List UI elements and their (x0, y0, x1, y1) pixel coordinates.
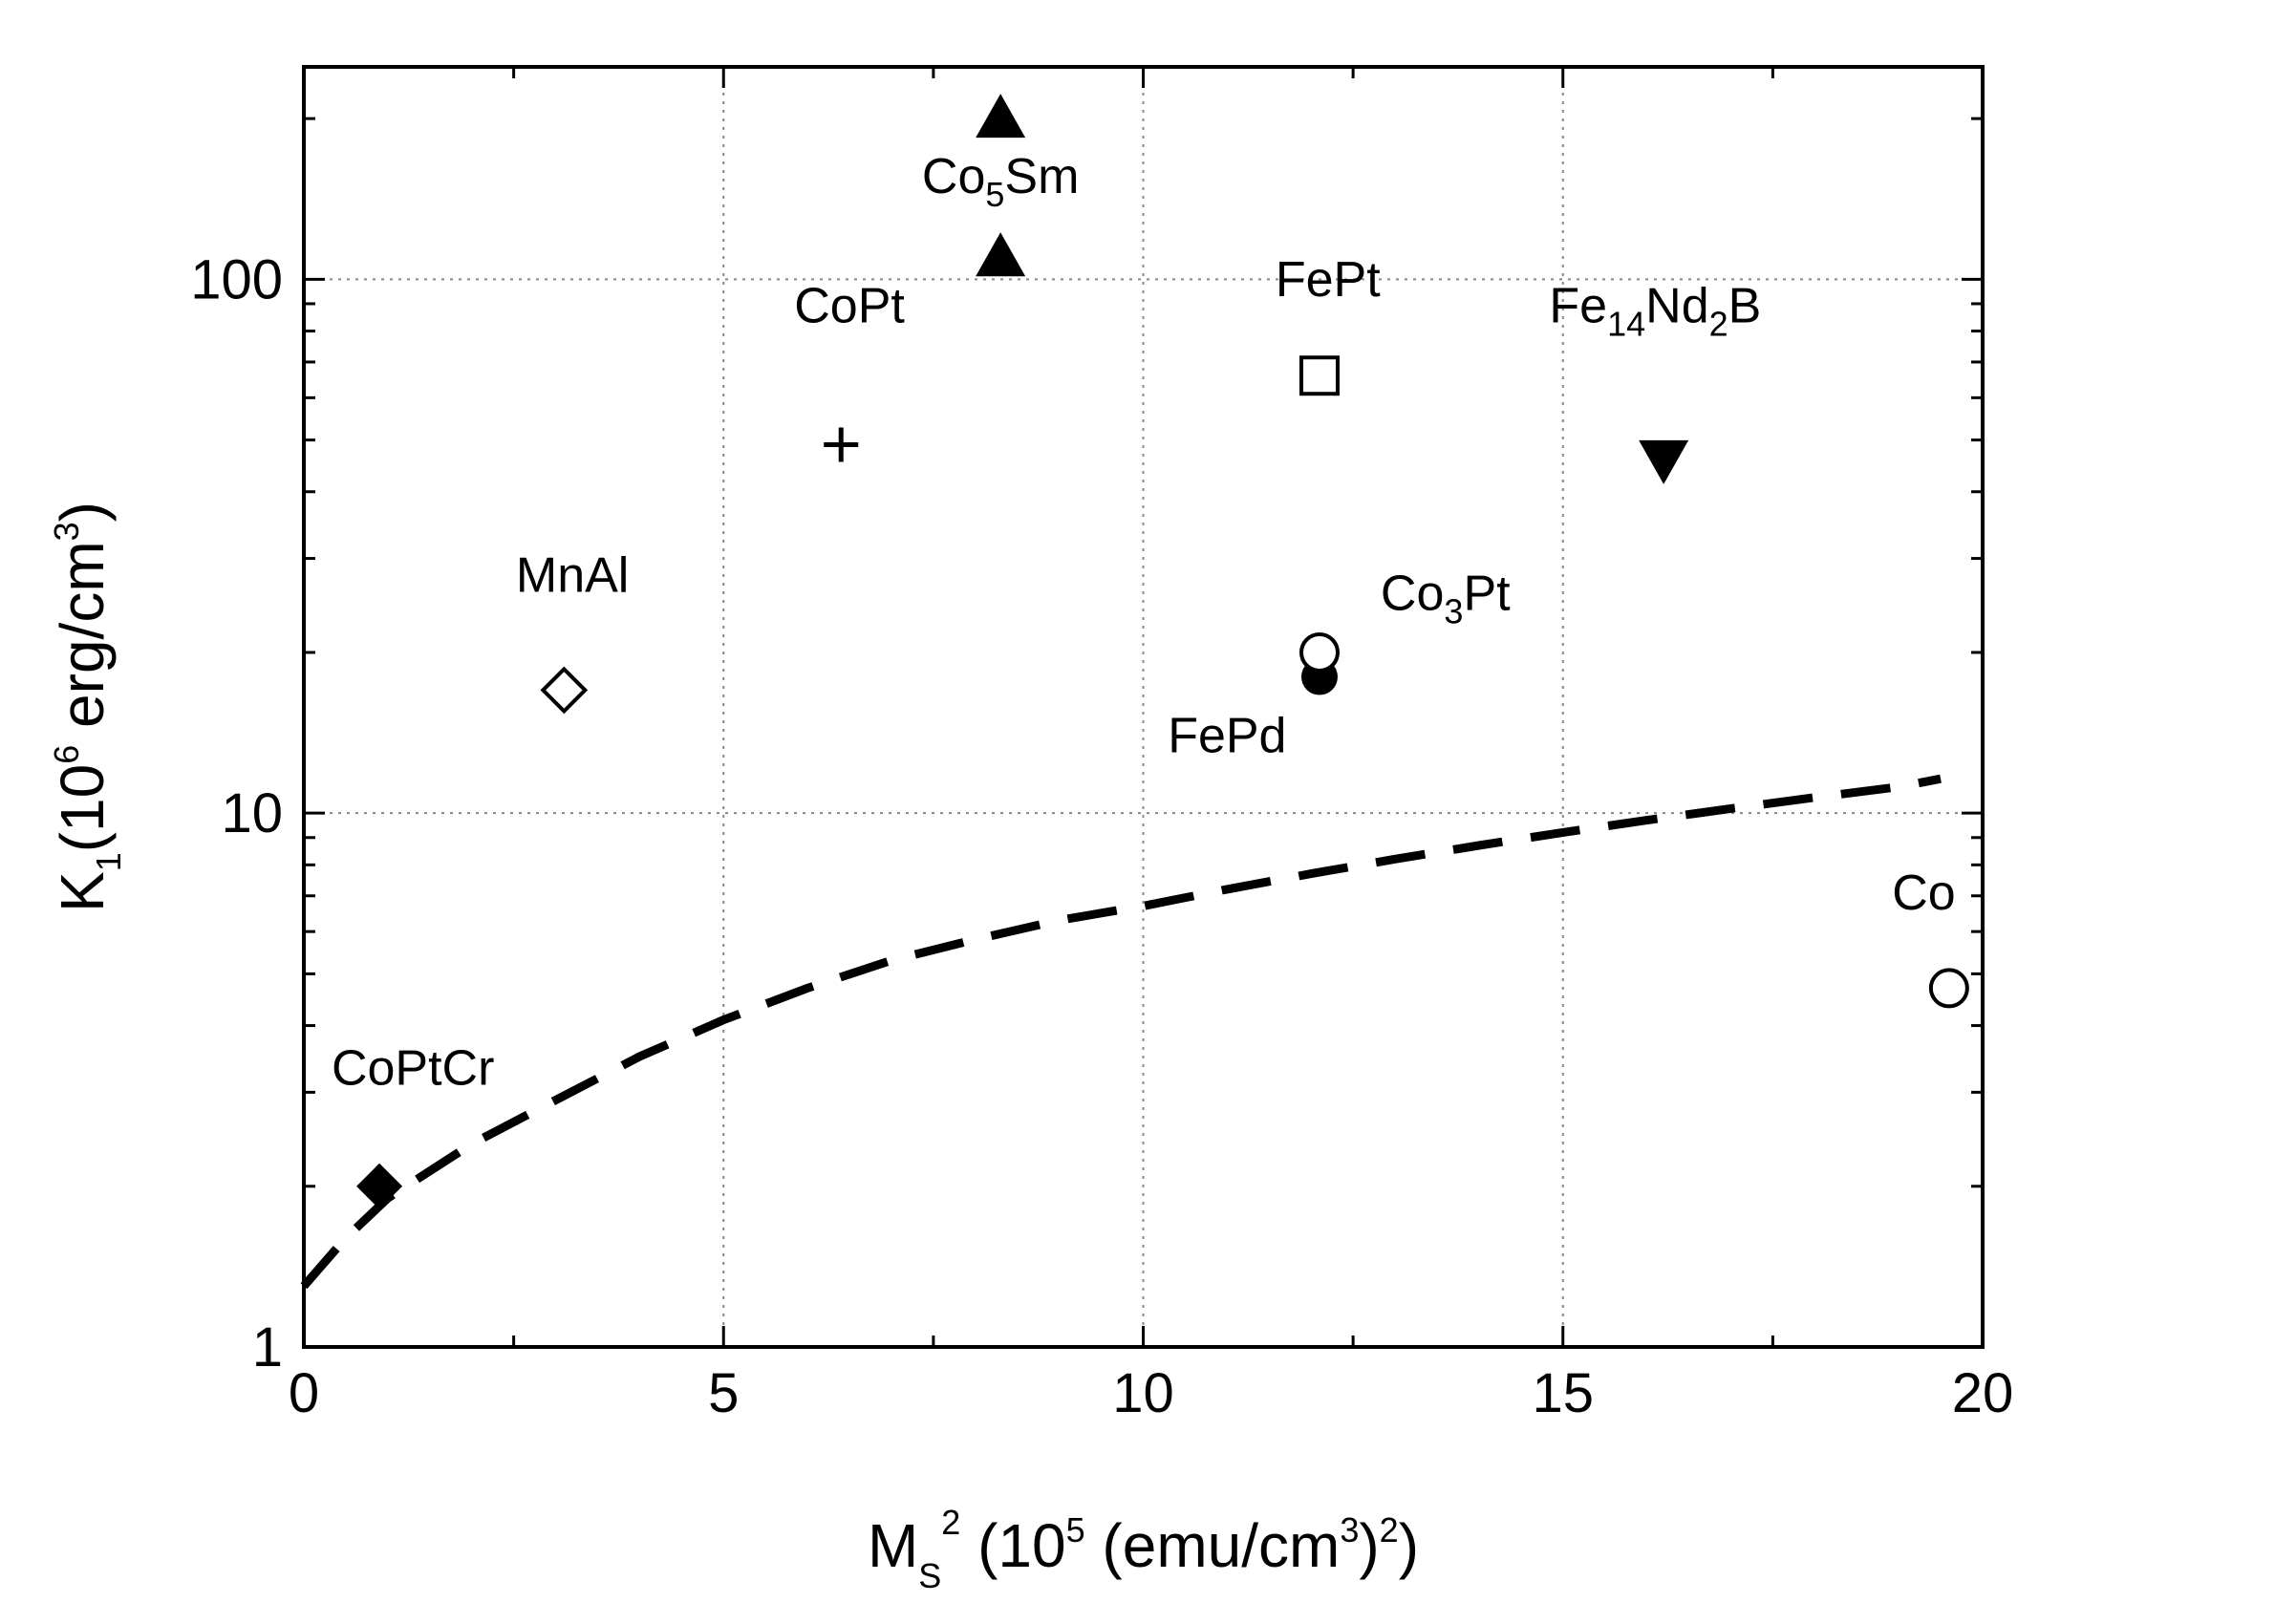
x-tick-label: 20 (1952, 1362, 2014, 1424)
data-point-fept (1298, 355, 1340, 396)
x-axis-title: MS2 (105 (emu/cm3)2) (868, 1503, 1419, 1595)
model-curve (300, 774, 1942, 1290)
y-tick-label: 1 (252, 1316, 283, 1378)
point-labels: Co5Sm CoPt FePt Fe14Nd2B MnAl Co3Pt FePd Co CoPt… (332, 149, 1956, 1096)
x-tick-label: 5 (708, 1362, 739, 1424)
point-label-fepd: FePd (1168, 709, 1286, 764)
data-point-coptcr (356, 1163, 403, 1209)
y-axis-title: K1(106 erg/cm3) (47, 502, 128, 912)
x-tick-label: 10 (1112, 1362, 1174, 1424)
data-point-fe14nd2b (1639, 439, 1689, 484)
y-tick-label: 100 (190, 248, 283, 310)
point-label-copt: CoPt (794, 279, 905, 334)
point-label-fe14nd2b: Fe14Nd2B (1549, 279, 1761, 344)
data-point-co (1928, 968, 1969, 1009)
x-tick-label: 0 (289, 1362, 319, 1424)
point-label-co3pt: Co3Pt (1381, 566, 1511, 631)
point-label-mnal: MnAl (516, 547, 629, 603)
model-curve-layer (300, 774, 1942, 1290)
data-point-copt (824, 427, 859, 462)
point-label-fept: FePt (1276, 252, 1381, 308)
point-label-co: Co (1892, 865, 1955, 921)
axis-tick-labels: 0 5 10 15 20 1 10 100 (190, 248, 2013, 1424)
point-label-co5sm: Co5Sm (922, 149, 1080, 214)
data-point-co5sm-upper (976, 94, 1026, 139)
data-point-mnal (540, 666, 589, 715)
x-tick-label: 15 (1532, 1362, 1594, 1424)
grid-lines (304, 67, 1983, 1347)
point-label-coptcr: CoPtCr (332, 1040, 494, 1096)
y-tick-label: 10 (221, 782, 283, 844)
axis-ticks (302, 67, 1985, 1349)
data-point-co3pt (1298, 631, 1340, 673)
data-point-co5sm-lower (976, 232, 1026, 277)
data-points (356, 94, 1969, 1209)
